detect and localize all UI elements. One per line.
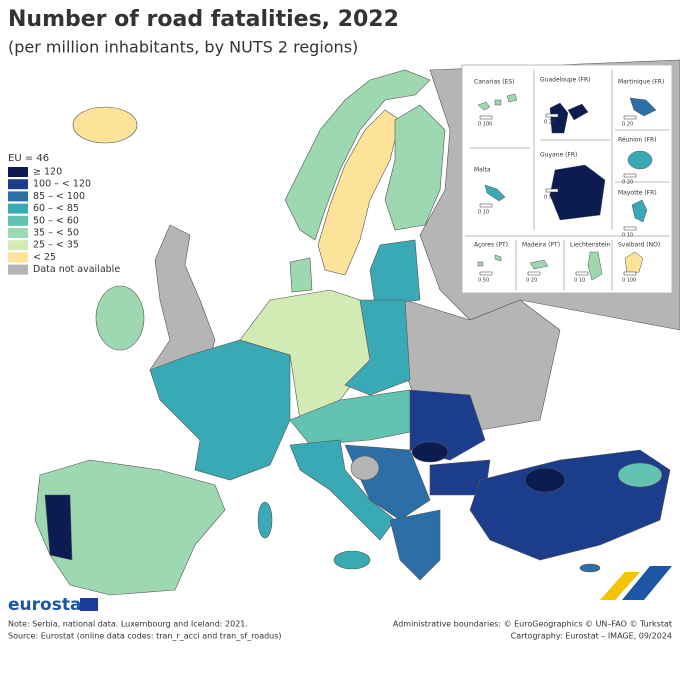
scale-label: 0 50 [544,195,555,201]
logo-mark [600,572,640,600]
legend-label: 50 – < 60 [33,215,79,226]
inset-label: Guyane (FR) [540,152,577,159]
note: Note: Serbia, national data. Luxembourg … [8,620,248,629]
scale-bar [623,115,637,120]
inset-dividers [465,70,670,290]
credit: Cartography: Eurostat – IMAGE, 09/2024 [511,632,672,641]
legend-label: 100 – < 120 [33,179,91,190]
legend-label: Data not available [33,264,120,275]
region [344,299,411,396]
legend-label: < 25 [33,252,56,263]
subtitle: (per million inhabitants, by NUTS 2 regi… [8,38,358,57]
region [289,439,396,541]
scale-bar [479,115,493,120]
region [350,455,380,481]
region [284,69,431,241]
region [524,467,566,493]
region [289,257,313,293]
scale-label: 0 10 [478,210,489,216]
inset-label: Madeira (PT) [522,242,560,249]
region [617,462,663,488]
scale-label: 0 20 [544,120,555,126]
inset-label: Svalbard (NO) [618,242,660,249]
scale-bar [623,271,637,276]
scale-label: 0 20 [622,122,633,128]
inset-label: Liechtenstein [570,242,610,249]
scale-bar [545,188,559,193]
scale-label: 0 10 [622,233,633,239]
legend-label: 35 – < 50 [33,228,79,239]
region [579,563,601,573]
legend-swatch [8,191,28,202]
logo-mark [622,566,672,600]
region [44,494,73,561]
inset-label: Réunion (FR) [618,137,657,144]
legend-swatch [8,167,28,177]
scale-bar [527,271,541,276]
legend-label: 60 – < 85 [33,203,79,214]
inset-label: Mayotte (FR) [618,190,657,197]
region [333,550,371,570]
legend-swatch [8,228,28,238]
scale-bar [479,203,493,208]
legend-swatch [8,179,28,190]
scale-bar [623,226,637,231]
scale-bar [575,271,589,276]
inset-label: Canarias (ES) [474,79,514,86]
region [389,509,441,581]
inset-label: Açores (PT) [474,242,508,249]
scale-label: 0 10 [574,278,585,284]
scale-bar [545,113,559,118]
region [72,106,138,144]
legend-label: ≥ 120 [33,167,62,178]
region [384,104,446,231]
scale-bar [623,173,637,178]
inset-label: Martinique (FR) [618,79,664,86]
legend-swatch [8,264,28,275]
scale-label: 0 100 [622,278,636,284]
logo: eurostat [8,595,90,615]
legend-swatch [8,203,28,214]
region [411,441,449,463]
legend-swatch [8,240,28,251]
legend-title: EU = 46 [8,153,49,164]
region [34,459,226,596]
scale-bar [479,271,493,276]
scale-label: 0 20 [526,278,537,284]
inset-labels: Canarias (ES) 0 100 Guadeloupe (FR) 0 20 Mar… [474,77,664,284]
legend-label: 25 – < 35 [33,240,79,251]
scale-label: 0 100 [478,122,492,128]
legend-swatch [8,252,28,263]
scale-label: 0 50 [478,278,489,284]
legend-swatch [8,215,28,226]
inset-shapes [477,93,657,281]
inset-label: Malta [474,167,491,174]
scale-label: 0 20 [622,180,633,186]
inset-label: Guadeloupe (FR) [540,77,590,84]
eu-flag [80,598,98,611]
source: Source: Eurostat (online data codes: tra… [8,632,282,641]
credit: Administrative boundaries: © EuroGeograp… [393,620,672,629]
title: Number of road fatalities, 2022 [8,7,399,32]
legend-label: 85 – < 100 [33,191,85,202]
region [95,285,145,351]
region [257,501,273,539]
